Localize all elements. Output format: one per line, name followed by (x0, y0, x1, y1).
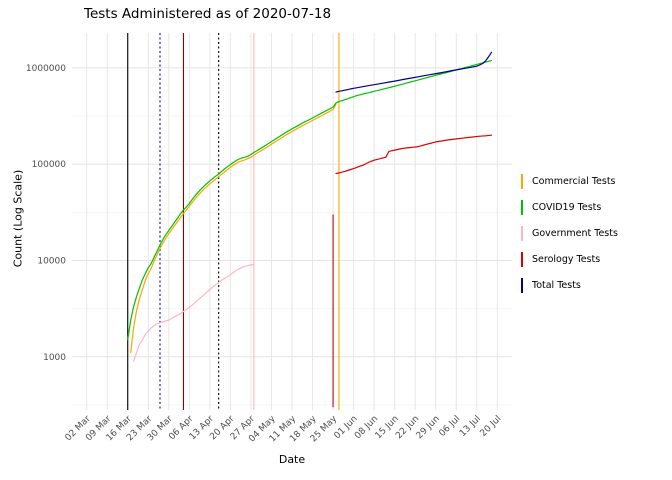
series-line-covid19-tests (127, 59, 493, 341)
legend-label: Total Tests (532, 280, 581, 291)
y-tick-label: 10000 (37, 256, 66, 266)
legend-key-line (521, 174, 523, 189)
series-line-total-tests (335, 51, 493, 93)
legend-label: Commercial Tests (532, 176, 616, 187)
legend-label: COVID19 Tests (532, 202, 602, 213)
legend: Commercial Tests COVID19 Tests Government … (521, 174, 618, 293)
legend-item-commercial-tests: Commercial Tests (521, 174, 618, 189)
series-line-government-tests (133, 263, 255, 362)
series-line-commercial-tests (130, 103, 337, 354)
chart-title: Tests Administered as of 2020-07-18 (84, 6, 332, 22)
legend-item-serology-tests: Serology Tests (521, 252, 618, 267)
legend-item-total-tests: Total Tests (521, 278, 618, 293)
legend-key-line (521, 252, 523, 267)
legend-item-government-tests: Government Tests (521, 226, 618, 241)
x-axis-title: Date (278, 453, 306, 466)
legend-key-line (521, 278, 523, 293)
series-line-serology-tests (335, 134, 493, 175)
x-tick-label: 29 Jun (415, 414, 442, 441)
y-tick-label: 1000000 (26, 64, 66, 74)
x-tick-label: 06 Jul (438, 414, 463, 439)
x-tick-label: 13 Jul (458, 414, 483, 439)
legend-label: Government Tests (532, 228, 618, 239)
legend-key-line (521, 200, 523, 215)
legend-label: Serology Tests (532, 254, 601, 265)
legend-item-covid19-tests: COVID19 Tests (521, 200, 618, 215)
y-tick-label: 1000 (43, 353, 66, 363)
panel-background (58, 29, 516, 412)
legend-key-line (521, 226, 523, 241)
y-tick-label: 100000 (32, 160, 67, 170)
x-tick-label: 20 Jul (479, 414, 504, 439)
